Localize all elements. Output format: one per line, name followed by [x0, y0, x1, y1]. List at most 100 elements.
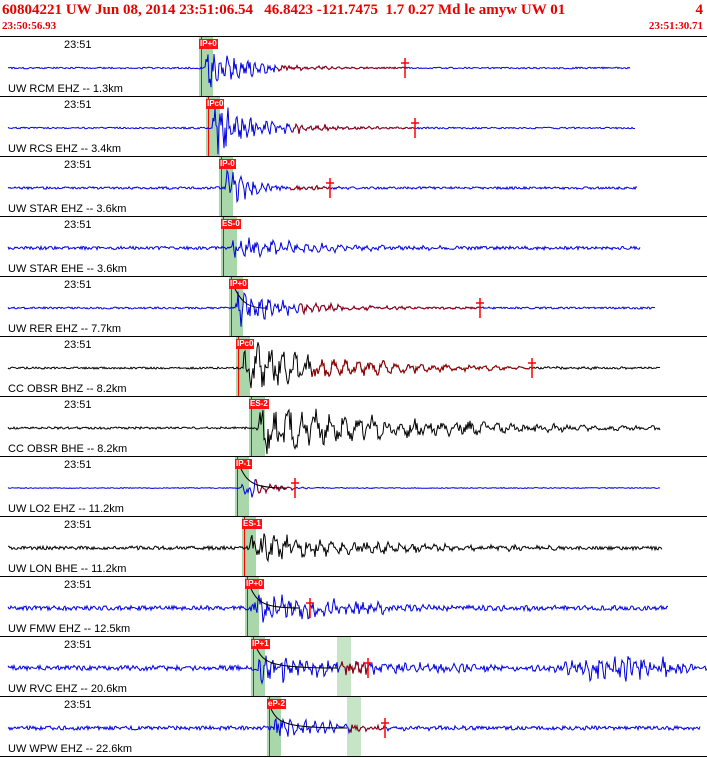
pick-time-line	[223, 217, 224, 276]
trace-time-label: 23:51	[64, 579, 92, 591]
pick-label[interactable]: IP+0	[245, 579, 264, 589]
pick-label[interactable]: IP+0	[229, 279, 248, 289]
trace-panel[interactable]: 23:51 IP+0 UW RER EHZ -- 7.7km	[0, 277, 707, 337]
waveform-svg	[7, 588, 669, 623]
trace-time-label: 23:51	[64, 639, 92, 651]
pick-window-band	[221, 217, 237, 276]
trace-panel[interactable]: 23:51 ES-1 UW LON BHE -- 11.2km	[0, 517, 707, 577]
trace-panel[interactable]: 23:51 eP-2 UW WPW EHZ -- 22.6km	[0, 697, 707, 757]
pick-label[interactable]: ES-1	[242, 519, 262, 529]
waveform-svg	[7, 237, 641, 259]
pick-time-line	[201, 37, 202, 96]
trace-panel[interactable]: 23:51 IPc0 CC OBSR BHZ -- 8.2km	[0, 337, 707, 397]
trace-panel[interactable]: 23:51 IPc0 UW RCS EHZ -- 3.4km	[0, 97, 707, 157]
waveform-trace	[7, 291, 656, 327]
trace-panel[interactable]: 23:51 IP+0 UW FMW EHZ -- 12.5km	[0, 577, 707, 637]
trace-time-label: 23:51	[64, 99, 92, 111]
waveform-trace	[7, 237, 641, 259]
pick-time-line	[269, 697, 270, 756]
coda-overlay-trace	[311, 359, 533, 378]
decay-curve	[234, 288, 267, 309]
station-label: UW RCS EHZ -- 3.4km	[8, 143, 122, 155]
pick-window-band	[229, 277, 243, 336]
station-label: UW LO2 EHZ -- 11.2km	[8, 503, 124, 515]
waveform-trace	[7, 342, 661, 389]
pick-window-band	[219, 157, 233, 216]
header: 60804221 UW Jun 08, 2014 23:51:06.54 46.…	[0, 0, 707, 36]
decay-curve	[256, 648, 338, 669]
trace-time-label: 23:51	[64, 339, 92, 351]
trace-time-label: 23:51	[64, 39, 92, 51]
coda-overlay-trace	[291, 123, 415, 134]
decay-curve	[270, 708, 348, 729]
waveform-trace	[7, 655, 707, 685]
station-label: UW WPW EHZ -- 22.6km	[8, 743, 133, 755]
decay-curve	[240, 468, 287, 489]
pick-label[interactable]: IP+1	[251, 639, 270, 649]
trace-panel[interactable]: 23:51 IP-1 UW LO2 EHZ -- 11.2km	[0, 457, 707, 517]
coda-overlay-trace	[299, 301, 481, 316]
waveform-svg	[7, 468, 661, 498]
pick-label[interactable]: IP-1	[235, 459, 252, 469]
trace-area: 23:51 IP+0 UW RCM EHZ -- 1.3km 23:51 IPc…	[0, 36, 707, 757]
secondary-window-band	[347, 697, 361, 756]
pick-time-line	[251, 397, 252, 456]
trace-panel[interactable]: 23:51 IP-0 UW STAR EHZ -- 3.6km	[0, 157, 707, 217]
waveform-svg	[7, 168, 638, 204]
pick-time-line	[238, 337, 239, 396]
window-end-time: 23:51:30.71	[648, 20, 703, 32]
pick-label[interactable]: ES-2	[249, 399, 269, 409]
time-window-line: 23:50:56.93 23:51:30.71	[2, 19, 703, 33]
station-label: UW STAR EHZ -- 3.6km	[8, 203, 127, 215]
pick-label[interactable]: IP+0	[199, 39, 218, 49]
coda-overlay-trace	[289, 184, 331, 192]
decay-curve	[250, 588, 301, 609]
trace-time-label: 23:51	[64, 399, 92, 411]
coda-overlay-trace	[349, 723, 386, 733]
pick-window-band	[249, 397, 265, 456]
waveform-trace	[8, 533, 663, 563]
station-label: UW LON BHE -- 11.2km	[8, 563, 127, 575]
coda-overlay-trace	[254, 478, 296, 495]
trace-time-label: 23:51	[64, 459, 92, 471]
pick-label[interactable]: eP-2	[267, 699, 286, 709]
station-label: UW RER EHZ -- 7.7km	[8, 323, 122, 335]
station-label: UW RCM EHZ -- 1.3km	[8, 83, 123, 95]
trace-panel[interactable]: 23:51 ES-0 UW STAR EHE -- 3.6km	[0, 217, 707, 277]
pick-label[interactable]: IP-0	[219, 159, 236, 169]
waveform-trace	[7, 168, 638, 204]
waveform-svg	[7, 53, 631, 88]
waveform-svg	[7, 288, 656, 327]
waveform-trace	[7, 594, 669, 623]
pick-time-line	[247, 577, 248, 636]
trace-panel[interactable]: 23:51 IP+0 UW RCM EHZ -- 1.3km	[0, 37, 707, 97]
trace-panel[interactable]: 23:51 IP+1 UW RVC EHZ -- 20.6km	[0, 637, 707, 697]
station-label: UW RVC EHZ -- 20.6km	[8, 683, 127, 695]
coda-overlay-trace	[277, 64, 406, 72]
pick-time-line	[221, 157, 222, 216]
pick-label[interactable]: IPc0	[236, 339, 255, 349]
waveform-svg	[7, 408, 661, 455]
station-label: UW FMW EHZ -- 12.5km	[8, 623, 131, 635]
trace-time-label: 23:51	[64, 699, 92, 711]
window-start-time: 23:50:56.93	[2, 20, 57, 32]
event-summary-line: 60804221 UW Jun 08, 2014 23:51:06.54 46.…	[2, 1, 703, 19]
trace-time-label: 23:51	[64, 219, 92, 231]
pick-time-line	[244, 517, 245, 576]
pick-time-line	[231, 277, 232, 336]
waveform-svg	[7, 107, 636, 155]
trace-time-label: 23:51	[64, 159, 92, 171]
station-label: UW STAR EHE -- 3.6km	[8, 263, 127, 275]
pick-window-band	[235, 457, 249, 516]
waveform-svg	[7, 708, 701, 738]
waveform-trace	[7, 408, 661, 455]
pick-time-line	[253, 637, 254, 696]
coda-overlay-trace	[339, 660, 369, 676]
station-label: CC OBSR BHE -- 8.2km	[8, 443, 128, 455]
waveform-trace	[7, 478, 661, 498]
trace-panel[interactable]: 23:51 ES-2 CC OBSR BHE -- 8.2km	[0, 397, 707, 457]
trace-time-label: 23:51	[64, 519, 92, 531]
waveform-svg	[7, 648, 707, 685]
pick-label[interactable]: ES-0	[221, 219, 241, 229]
pick-label[interactable]: IPc0	[206, 99, 225, 109]
